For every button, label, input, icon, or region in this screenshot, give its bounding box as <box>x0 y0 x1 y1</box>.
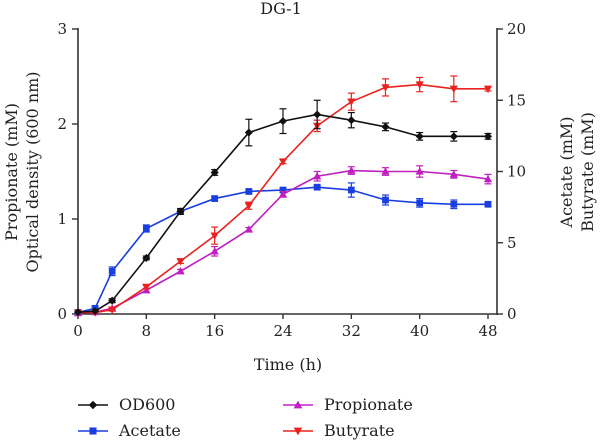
data-point <box>176 258 185 266</box>
data-point <box>382 196 389 204</box>
data-point <box>483 85 493 94</box>
data-point <box>244 202 253 210</box>
left-y-axis-title-optical-density: Optical density (600 nm) <box>23 71 42 272</box>
legend: OD600 Acetate Propionate Butyrate <box>78 395 413 440</box>
data-point <box>381 167 390 175</box>
x-tick-label: 16 <box>205 322 224 340</box>
data-point <box>347 98 356 106</box>
data-point <box>484 200 492 208</box>
data-point <box>211 195 219 202</box>
series-line-butyrate <box>78 83 488 314</box>
data-point <box>416 199 424 207</box>
right-y-tick-label: 10 <box>507 163 526 181</box>
data-point <box>142 253 151 262</box>
right-y-tick-label: 0 <box>507 305 517 323</box>
data-point <box>210 168 219 177</box>
legend-marker <box>88 400 98 410</box>
data-point <box>415 167 424 175</box>
data-point <box>450 200 458 208</box>
legend-label: OD600 <box>119 395 175 414</box>
series-line-od600 <box>77 113 488 313</box>
series-layer <box>73 75 493 317</box>
data-point <box>278 158 288 166</box>
left-y-tick-label: 0 <box>57 305 67 323</box>
data-point <box>108 306 117 314</box>
data-point <box>347 186 355 194</box>
right-y-tick-label: 5 <box>507 234 517 252</box>
data-point <box>313 172 322 180</box>
data-point <box>347 116 356 125</box>
legend-marker <box>293 400 303 409</box>
x-tick-label: 8 <box>142 322 152 340</box>
data-point <box>278 117 288 126</box>
legend-item-od600: OD600 <box>78 395 175 414</box>
legend-label: Butyrate <box>324 421 395 440</box>
left-y-tick-label: 3 <box>57 20 67 38</box>
data-point <box>415 81 424 89</box>
data-point <box>483 174 493 183</box>
data-point <box>381 84 390 92</box>
legend-marker <box>89 427 97 435</box>
x-tick-label: 40 <box>410 322 429 340</box>
legend-label: Acetate <box>118 421 181 440</box>
legend-marker <box>293 427 303 436</box>
data-point <box>313 110 322 119</box>
legend-item-acetate: Acetate <box>78 421 181 440</box>
x-tick-label: 24 <box>273 322 292 340</box>
data-point <box>278 190 288 198</box>
x-tick-label: 48 <box>478 322 497 340</box>
data-point <box>210 232 219 240</box>
data-point <box>108 296 117 305</box>
data-point <box>73 308 83 317</box>
right-y-tick-label: 15 <box>507 91 526 109</box>
data-point <box>176 267 185 275</box>
x-tick-label: 32 <box>342 322 361 340</box>
data-point <box>108 267 116 275</box>
data-point <box>176 207 185 216</box>
legend-item-butyrate: Butyrate <box>283 421 395 440</box>
data-point <box>483 132 493 141</box>
data-point <box>142 283 151 292</box>
data-point <box>449 170 458 178</box>
right-y-tick-label: 20 <box>507 20 526 38</box>
series-line-acetate <box>77 186 488 314</box>
data-point <box>244 225 253 233</box>
left-y-tick-label: 2 <box>57 115 67 133</box>
x-tick-label: 0 <box>73 322 83 340</box>
data-point <box>142 225 150 232</box>
left-y-axis-title-propionate: Propionate (mM) <box>2 103 21 241</box>
left-y-tick-label: 1 <box>57 210 67 228</box>
data-point <box>347 166 356 174</box>
right-y-axis-title-butyrate: Butyrate (mM) <box>578 112 597 232</box>
legend-item-propionate: Propionate <box>283 395 413 414</box>
data-point <box>415 132 424 141</box>
legend-label: Propionate <box>324 395 413 414</box>
data-point <box>449 85 458 94</box>
right-y-axis-title-acetate: Acetate (mM) <box>557 117 576 229</box>
data-point <box>245 188 253 195</box>
data-point <box>210 247 219 255</box>
chart-title: DG-1 <box>260 0 302 18</box>
data-point <box>381 122 390 131</box>
data-point <box>244 128 253 137</box>
axis-ticks: 0 8 16 24 32 40 48 0 1 2 3 0 5 10 15 20 <box>57 20 526 340</box>
data-point <box>91 307 100 316</box>
data-point <box>449 132 458 141</box>
data-point <box>313 183 321 191</box>
series-od600 <box>73 99 493 317</box>
x-axis-title: Time (h) <box>254 355 322 374</box>
